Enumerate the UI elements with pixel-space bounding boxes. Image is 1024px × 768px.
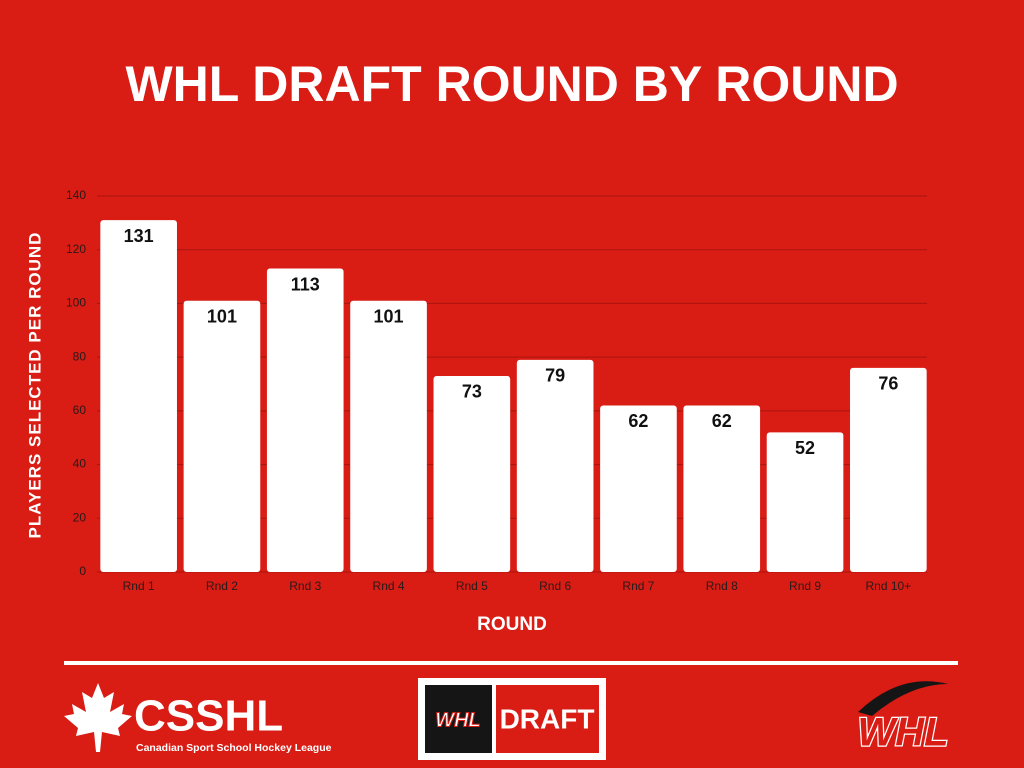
y-tick-label: 100 [66, 296, 86, 310]
x-tick-label: Rnd 6 [539, 579, 571, 593]
value-label: 113 [291, 274, 320, 294]
bar [850, 367, 927, 572]
value-label: 101 [207, 306, 237, 326]
bar [766, 432, 844, 572]
x-tick-label: Rnd 9 [789, 579, 821, 593]
bar [683, 405, 761, 572]
x-tick-label: Rnd 5 [456, 579, 488, 593]
value-label: 52 [795, 438, 815, 458]
value-label: 76 [878, 374, 898, 394]
bar [516, 359, 594, 572]
bar [266, 268, 344, 572]
x-tick-label: Rnd 3 [289, 579, 321, 593]
x-tick-label: Rnd 8 [706, 579, 738, 593]
draft-logo-draft: DRAFT [500, 703, 595, 734]
y-tick-label: 20 [73, 510, 87, 524]
value-label: 62 [628, 411, 648, 431]
x-tick-label: Rnd 4 [373, 579, 405, 593]
value-label: 131 [124, 226, 154, 246]
y-tick-label: 60 [73, 403, 87, 417]
x-tick-label: Rnd 7 [622, 579, 654, 593]
x-axis-label: ROUND [477, 614, 547, 635]
y-tick-label: 0 [79, 564, 86, 578]
value-label: 79 [545, 366, 565, 386]
chart-title: WHL DRAFT ROUND BY ROUND [125, 56, 898, 112]
draft-logo-left [425, 685, 492, 753]
whl-text: WHL [857, 711, 948, 755]
whl-swoosh [858, 681, 948, 716]
csshl-logo: CSSHL Canadian Sport School Hockey Leagu… [64, 683, 332, 754]
value-label: 62 [712, 411, 732, 431]
maple-leaf [64, 683, 132, 752]
bar [600, 405, 677, 572]
csshl-full-text: Canadian Sport School Hockey League [136, 742, 332, 754]
y-tick-label: 120 [66, 242, 86, 256]
x-tick-label: Rnd 1 [123, 579, 155, 593]
draft-logo-right [496, 685, 599, 753]
y-tick-label: 140 [66, 188, 86, 202]
value-label: 101 [374, 306, 404, 326]
bar [100, 220, 177, 572]
csshl-text: CSSHL [134, 692, 283, 741]
bar [350, 300, 427, 572]
draft-logo-whl: WHL [435, 709, 481, 731]
y-tick-label: 80 [73, 349, 87, 363]
y-tick-label: 40 [73, 457, 87, 471]
x-tick-label: Rnd 2 [206, 579, 238, 593]
y-axis-label: PLAYERS SELECTED PER ROUND [25, 232, 44, 539]
bar [183, 300, 261, 572]
whl-logo: WHL [856, 681, 950, 756]
bar [433, 375, 511, 572]
x-tick-label: Rnd 10+ [865, 579, 911, 593]
draft-logo: WHL DRAFT [418, 678, 606, 760]
value-label: 73 [462, 382, 482, 402]
